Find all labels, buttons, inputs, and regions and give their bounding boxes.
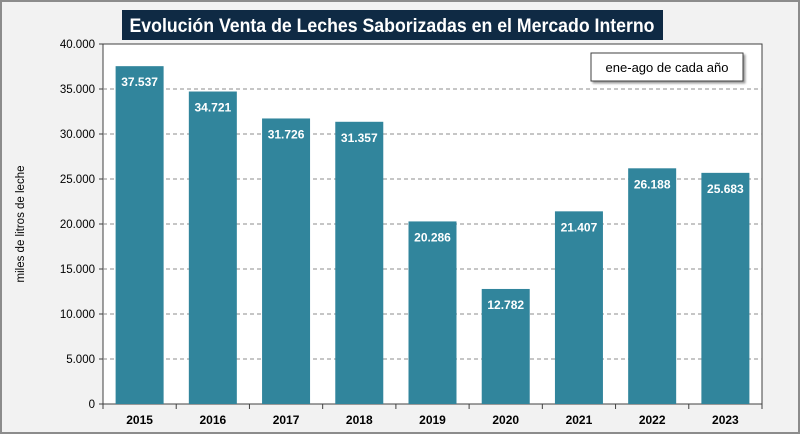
y-tick-label: 5.000 xyxy=(66,354,95,366)
bar xyxy=(262,118,311,404)
bar xyxy=(701,172,750,404)
title-box xyxy=(122,10,663,40)
bar xyxy=(335,121,384,405)
data-label: 37.537 xyxy=(121,75,158,89)
y-tick-label: 20.000 xyxy=(60,219,95,231)
y-tick-label: 35.000 xyxy=(60,84,95,96)
y-tick-label: 0 xyxy=(89,399,95,411)
data-label: 31.357 xyxy=(341,131,378,145)
data-label: 26.188 xyxy=(634,177,671,191)
y-tick-label: 40.000 xyxy=(60,39,95,51)
bar xyxy=(628,168,677,404)
data-label: 25.683 xyxy=(707,182,744,196)
chart-title: Evolución Venta de Leches Saborizadas en… xyxy=(130,16,655,37)
y-tick-label: 10.000 xyxy=(60,309,95,321)
x-tick-label: 2016 xyxy=(199,413,226,427)
data-label: 31.726 xyxy=(268,127,305,141)
y-tick-label: 25.000 xyxy=(60,174,95,186)
x-tick-label: 2022 xyxy=(639,413,666,427)
y-axis-label: miles de litros de leche xyxy=(15,166,27,283)
bar xyxy=(188,91,237,405)
data-label: 12.782 xyxy=(487,298,524,312)
data-label: 20.286 xyxy=(414,230,451,244)
data-label: 34.721 xyxy=(194,101,231,115)
data-label: 21.407 xyxy=(561,220,598,234)
annotation-text: ene-ago de cada año xyxy=(606,60,729,75)
x-tick-label: 2020 xyxy=(492,413,519,427)
bar xyxy=(481,288,530,404)
bar xyxy=(408,221,457,404)
x-tick-label: 2019 xyxy=(419,413,446,427)
y-tick-label: 30.000 xyxy=(60,129,95,141)
y-tick-label: 15.000 xyxy=(60,264,95,276)
bar xyxy=(115,66,164,405)
x-tick-label: 2018 xyxy=(346,413,373,427)
x-tick-label: 2021 xyxy=(566,413,593,427)
bar xyxy=(554,211,603,404)
x-tick-label: 2017 xyxy=(273,413,300,427)
annotation-box xyxy=(590,52,744,82)
x-tick-label: 2015 xyxy=(126,413,153,427)
x-tick-label: 2023 xyxy=(712,413,739,427)
